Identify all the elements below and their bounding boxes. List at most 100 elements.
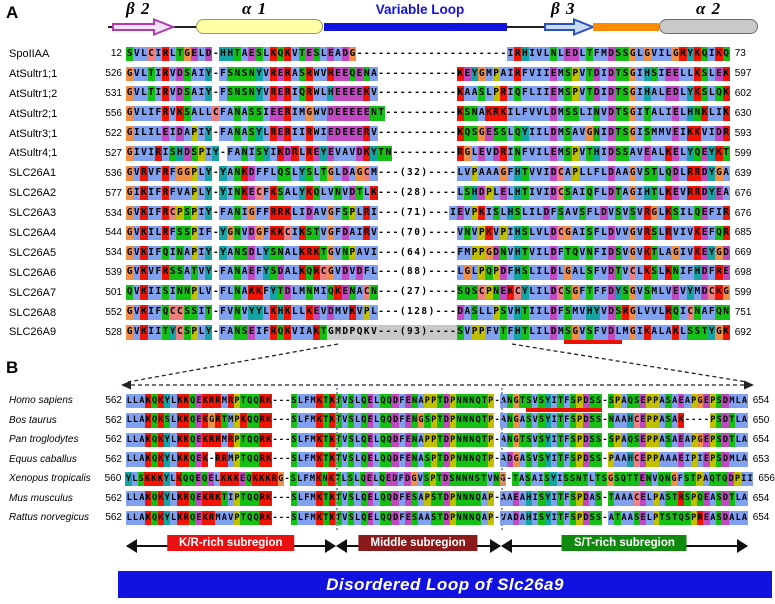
residue: A bbox=[620, 393, 628, 408]
residue: L bbox=[636, 305, 644, 320]
residue: Q bbox=[672, 305, 680, 320]
residue: E bbox=[722, 265, 730, 280]
residue: S bbox=[255, 146, 263, 161]
residue: - bbox=[285, 493, 291, 503]
sequence-name: SLC26A3 bbox=[9, 207, 57, 220]
residue: L bbox=[600, 166, 608, 181]
residue: - bbox=[378, 186, 385, 198]
residue: L bbox=[255, 245, 263, 261]
residue: N bbox=[586, 245, 594, 261]
backbone-line bbox=[506, 26, 546, 28]
residue: Q bbox=[474, 452, 482, 467]
residue: I bbox=[551, 393, 558, 408]
residue: N bbox=[463, 225, 471, 241]
residue: T bbox=[481, 413, 488, 428]
residue: L bbox=[354, 491, 361, 506]
residue: T bbox=[481, 452, 488, 467]
residue: S bbox=[621, 46, 630, 62]
residue: S bbox=[701, 66, 709, 82]
residue: A bbox=[671, 432, 678, 447]
residue: T bbox=[147, 66, 155, 82]
residue: I bbox=[578, 225, 586, 241]
residue: L bbox=[226, 285, 234, 300]
residue: F bbox=[169, 225, 177, 241]
residue: L bbox=[600, 185, 608, 201]
residue: L bbox=[370, 265, 378, 280]
residue: R bbox=[161, 185, 170, 201]
residue: T bbox=[715, 471, 722, 486]
sequence-name: Homo sapiens bbox=[9, 395, 73, 407]
residue: Q bbox=[360, 491, 368, 506]
residue: K bbox=[145, 393, 152, 408]
residue: T bbox=[240, 393, 247, 408]
residue: E bbox=[367, 432, 374, 447]
residue: L bbox=[542, 146, 551, 161]
residue: - bbox=[378, 266, 385, 278]
residue: - bbox=[435, 186, 442, 198]
residue: S bbox=[613, 471, 621, 486]
residue: N bbox=[672, 265, 680, 280]
residue: - bbox=[285, 454, 291, 464]
residue: S bbox=[538, 413, 545, 428]
residue: A bbox=[684, 432, 691, 447]
residue: L bbox=[262, 126, 270, 141]
residue: T bbox=[586, 285, 594, 300]
residue: G bbox=[248, 205, 256, 221]
residue: S bbox=[621, 146, 630, 161]
residue: T bbox=[557, 510, 564, 525]
residue: L bbox=[126, 510, 133, 525]
residue: D bbox=[550, 126, 558, 141]
residue: G bbox=[512, 413, 520, 428]
residue: K bbox=[248, 285, 256, 300]
residue: N bbox=[506, 393, 513, 408]
residue: A bbox=[722, 166, 730, 181]
residue: M bbox=[334, 305, 342, 320]
residue: Q bbox=[312, 185, 321, 201]
residue: P bbox=[576, 432, 583, 447]
residue: S bbox=[183, 305, 191, 320]
alignment-row: SLC26A3 534 G V K I F R C P S P I Y - F A N I G F F R R K L I D A V G F… bbox=[0, 203, 775, 223]
residue: K bbox=[157, 510, 165, 525]
residue: P bbox=[487, 491, 494, 506]
residue: F bbox=[219, 325, 227, 340]
sequence-end-number: 654 bbox=[752, 492, 770, 504]
residue: V bbox=[320, 205, 328, 221]
residue: C bbox=[478, 285, 486, 300]
residue: E bbox=[639, 510, 647, 525]
residue: K bbox=[316, 491, 323, 506]
residue: 2 bbox=[407, 186, 413, 198]
residue: L bbox=[735, 491, 742, 506]
residue: V bbox=[370, 225, 378, 241]
residue: D bbox=[499, 265, 507, 280]
residue: D bbox=[672, 86, 680, 101]
residue: Q bbox=[276, 166, 285, 181]
residue: A bbox=[471, 86, 479, 101]
residue: V bbox=[463, 325, 471, 340]
residue: K bbox=[202, 452, 209, 467]
residue: I bbox=[197, 305, 206, 320]
residue: ( bbox=[399, 246, 406, 258]
residue: P bbox=[233, 452, 241, 467]
residue: Y bbox=[262, 146, 270, 161]
residue: S bbox=[538, 393, 545, 408]
residue: Y bbox=[544, 452, 552, 467]
residue: V bbox=[327, 185, 335, 201]
residue: G bbox=[327, 225, 335, 241]
residue: G bbox=[564, 225, 572, 241]
residue: L bbox=[657, 265, 666, 280]
residue: C bbox=[212, 106, 220, 121]
residue: G bbox=[463, 146, 471, 161]
residue: P bbox=[233, 432, 241, 447]
residue: P bbox=[487, 393, 494, 408]
residue: T bbox=[582, 471, 589, 486]
residue: L bbox=[126, 413, 133, 428]
residue: T bbox=[233, 46, 241, 62]
residue: E bbox=[715, 185, 723, 201]
residue: L bbox=[506, 185, 515, 201]
residue: M bbox=[221, 393, 228, 408]
residue: K bbox=[329, 452, 336, 467]
residue: L bbox=[297, 491, 304, 506]
residue: - bbox=[378, 226, 385, 238]
residue: P bbox=[576, 510, 583, 525]
